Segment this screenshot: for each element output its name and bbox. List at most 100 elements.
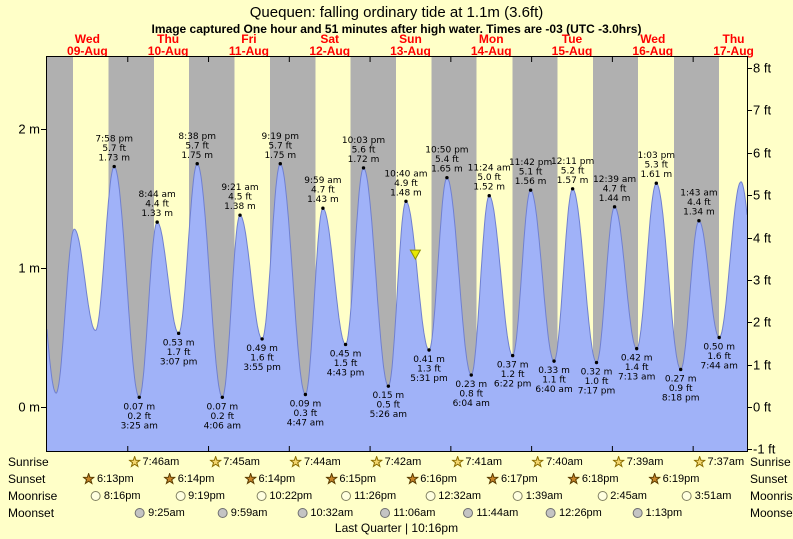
moonrise-time: 8:16pm [103,490,141,502]
tide-high-marker [487,194,491,198]
sunrise-star-icon [128,456,141,468]
moonset-time: 9:59am [230,507,268,519]
tide-high-label: 9:21 am 4.5 ft 1.38 m [221,183,258,212]
tide-high-label: 8:44 am 4.4 ft 1.33 m [138,190,175,219]
sunrise-entry: 7:44am [289,455,341,469]
feet-tick-label: 5 ft [753,187,772,203]
moonrise-entry: 12:32am [424,489,481,503]
tide-low-marker [220,395,225,399]
moonrise-right-label: Moonrise [750,489,793,503]
moonset-entry: 12:26pm [545,506,602,520]
moonrise-entry: 3:51am [681,489,731,503]
meters-tick-label: 2 m [18,121,40,137]
tide-low-marker [634,346,639,351]
tide-low-label: 0.45 m 1.5 ft 4:43 pm [327,349,365,378]
moonrise-circle-icon [597,491,608,501]
day-date: 13-Aug [390,44,431,58]
tide-low-label: 0.32 m 1.0 ft 7:17 pm [578,368,616,397]
moonrise-circle-icon [175,491,186,501]
sunset-time: 6:14pm [258,473,296,485]
tide-low-marker [427,348,431,352]
sunrise-star-icon [693,456,706,468]
sunrise-star-icon [451,456,464,468]
tide-high-marker [238,213,242,217]
tide-curve-chart: 7:58 pm 5.7 ft 1.73 m 0.07 m 0.2 ft 3:25 am 8:… [47,57,747,451]
sunset-time: 6:16pm [420,473,457,485]
sunrise-star-icon [209,456,222,468]
moonset-circle-icon [546,508,557,518]
feet-tick-mark [747,364,752,366]
tide-low-marker [260,337,264,341]
tide-high-label: 8:38 pm 5.7 ft 1.75 m [178,132,216,161]
feet-tick-label: 6 ft [753,145,772,161]
moonrise-entry: 10:22pm [255,489,312,503]
sunset-star-icon [82,473,95,485]
moonset-entry: 11:06am [379,506,435,520]
current-tide-marker [409,249,422,261]
plot-frame [46,56,748,452]
sunset-time: 6:14pm [177,473,215,485]
day-date: 09-Aug [67,44,108,58]
day-date: 16-Aug [632,44,674,58]
sunset-star-icon [567,473,580,485]
tide-low-label: 0.37 m 1.2 ft 6:22 pm [494,361,532,390]
day-label-thu-17-aug: Thu 17-Aug [713,33,754,57]
tide-low-label: 0.15 m 0.5 ft 5:26 am [370,391,407,420]
tide-low-marker [679,367,683,372]
sunrise-star-icon [612,456,625,468]
sunrise-entry: 7:40am [532,455,583,469]
tide-high-marker [612,205,617,209]
sunset-star-icon [163,473,176,485]
tide-high-label: 1:43 am 4.4 ft 1.34 m [680,189,717,218]
moonset-time: 9:25am [148,507,185,519]
day-name: Sat [320,32,340,46]
moonset-entry: 9:59am [217,506,268,520]
sunset-entry: 6:19pm [648,472,699,486]
tide-high-marker [321,206,325,210]
moonset-circle-icon [632,508,643,518]
tide-high-marker [195,162,199,166]
sunrise-entry: 7:45am [209,455,260,469]
sunrise-time: 7:46am [142,456,180,468]
sunrise-time: 7:45am [223,456,260,468]
meters-tick-mark [41,129,46,130]
tide-low-marker [343,342,348,347]
sunrise-time: 7:44am [303,456,341,468]
moonrise-entry: 9:19pm [174,489,225,503]
meters-tick-mark [41,268,46,269]
moonset-circle-icon [135,508,146,518]
moonrise-entry: 1:39am [512,489,563,503]
feet-tick-mark [747,195,752,197]
tide-low-marker [386,384,391,388]
day-name: Tue [561,32,583,46]
page-title: Quequen: falling ordinary tide at 1.1m (… [249,4,544,21]
day-date: 11-Aug [228,44,269,58]
sunrise-time: 7:39am [626,456,664,468]
tide-high-label: 11:42 pm 5.1 ft 1.56 m [509,158,552,187]
moonset-circle-icon [380,508,391,518]
tide-low-label: 0.41 m 1.3 ft 5:31 pm [410,355,448,384]
feet-tick-mark [747,68,752,70]
sunrise-time: 7:40am [546,456,583,468]
moonset-entry: 11:44am [462,506,518,520]
moonset-circle-icon [463,508,474,518]
tide-high-marker [697,219,701,223]
sunrise-time: 7:41am [465,456,503,468]
tide-high-label: 7:58 pm 5.7 ft 1.73 m [95,135,133,164]
tide-high-marker [528,188,533,192]
day-name: Sun [399,32,422,46]
sunrise-entry: 7:37am [693,455,744,469]
moonrise-circle-icon [681,491,692,501]
tide-low-label: 0.23 m 0.8 ft 6:04 am [453,380,490,409]
moonrise-circle-icon [512,491,523,501]
moon-phase-footer: Last Quarter | 10:16pm [334,521,459,535]
day-label-sun-13-aug: Sun 13-Aug [390,33,431,57]
feet-tick-label: 8 ft [753,60,772,76]
sunset-right-label: Sunset [750,472,788,486]
tide-low-marker [717,335,721,340]
sunrise-star-icon [532,456,545,468]
day-label-wed-16-aug: Wed 16-Aug [632,33,673,57]
sunset-star-icon [487,473,500,485]
feet-tick-mark [747,110,752,112]
